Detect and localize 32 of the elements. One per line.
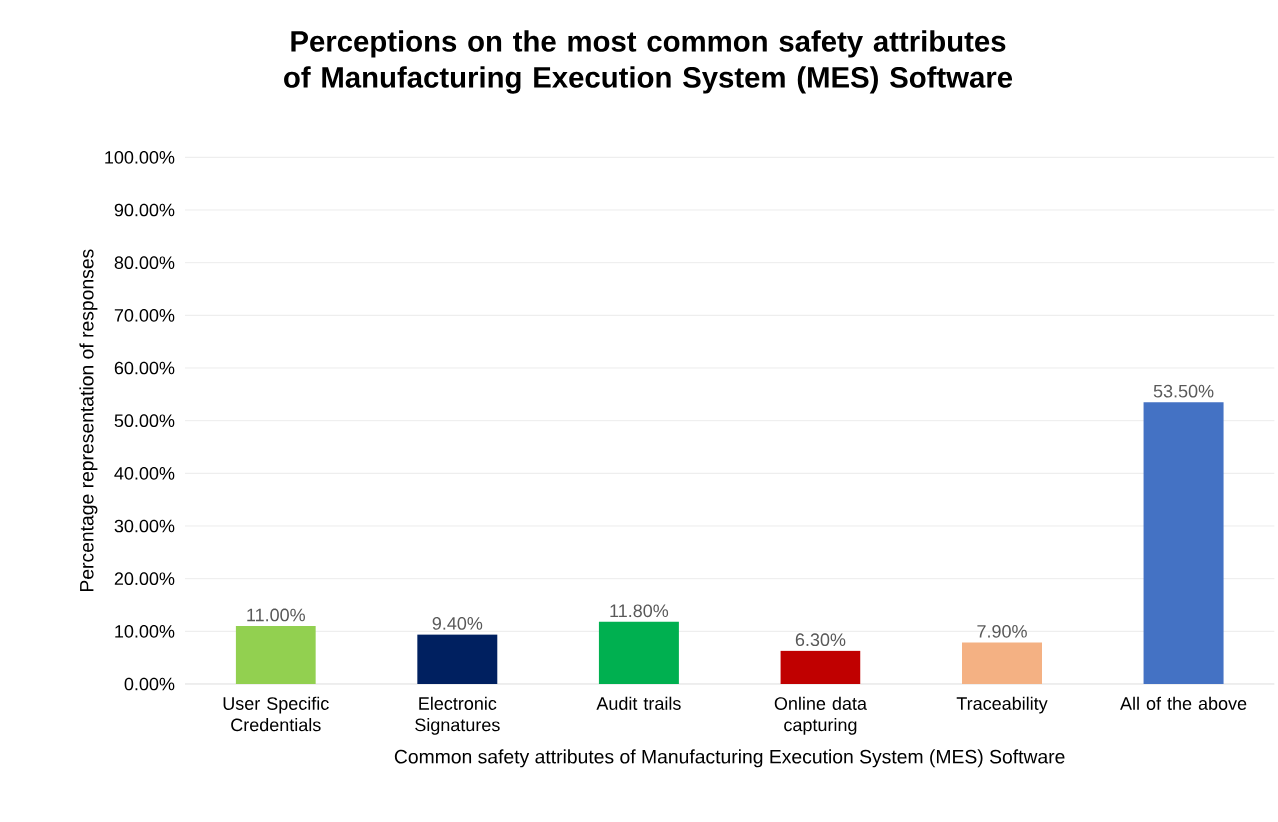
y-tick-label: 90.00% (114, 203, 175, 217)
x-axis-title: Common safety attributes of Manufacturing Execution System (MES) Software (394, 749, 1065, 768)
data-label: 6.30% (795, 633, 846, 647)
y-tick-label: 20.00% (114, 572, 175, 586)
y-tick-label: 0.00% (124, 677, 175, 691)
x-tick-label: Online data capturing (774, 696, 867, 735)
x-tick-label: Traceability (956, 696, 1048, 714)
y-tick-label: 40.00% (114, 466, 175, 480)
y-tick-label: 100.00% (105, 150, 175, 164)
data-label: 9.40% (432, 617, 483, 630)
y-tick-label: 30.00% (114, 519, 175, 533)
data-label: 11.80% (610, 604, 669, 618)
y-axis-title: Percentage representation of responses (79, 249, 98, 592)
bar (780, 650, 861, 684)
y-tick-label: 60.00% (114, 361, 175, 375)
bar (598, 621, 679, 684)
bar (235, 626, 316, 684)
x-tick-label: Electronic Signatures (415, 696, 500, 735)
data-label: 53.50% (1153, 384, 1214, 398)
y-tick-label: 80.00% (114, 256, 175, 270)
x-tick-label: User Specific Credentials (223, 696, 329, 732)
data-label: 7.90% (977, 624, 1027, 638)
bar (417, 634, 498, 684)
x-tick-label: All of the above (1120, 696, 1247, 710)
bar (1143, 402, 1224, 684)
x-tick-label: Audit trails (596, 696, 681, 710)
y-tick-label: 10.00% (115, 624, 175, 638)
data-label: 11.00% (247, 608, 305, 622)
y-tick-label: 70.00% (114, 308, 175, 322)
y-tick-label: 50.00% (114, 414, 175, 428)
chart-title: Perceptions on the most common safety attributes of Manufacturing Execution System (MES) Software (284, 30, 1013, 94)
bar (962, 642, 1042, 684)
